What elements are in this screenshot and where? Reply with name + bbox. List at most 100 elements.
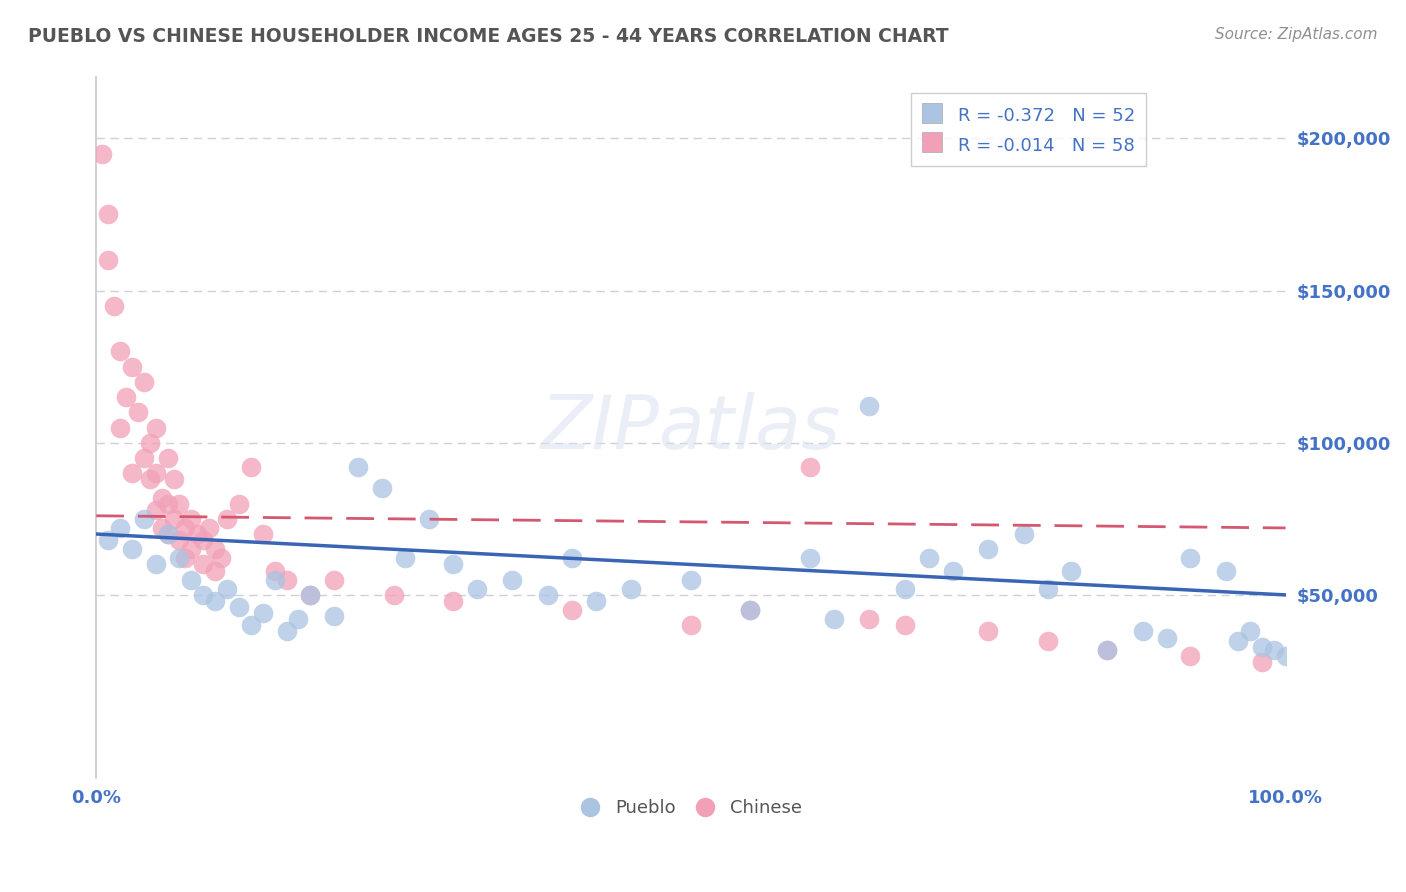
Point	[139, 472, 162, 486]
Point	[370, 482, 392, 496]
Point	[145, 466, 167, 480]
Point	[108, 344, 131, 359]
Text: Source: ZipAtlas.com: Source: ZipAtlas.com	[1215, 27, 1378, 42]
Point	[799, 551, 821, 566]
Point	[174, 551, 197, 566]
Point	[97, 207, 120, 221]
Point	[150, 491, 173, 505]
Point	[193, 533, 215, 548]
Point	[620, 582, 643, 596]
Point	[894, 582, 917, 596]
Point	[228, 497, 250, 511]
Point	[156, 450, 179, 465]
Point	[252, 527, 274, 541]
Point	[1263, 642, 1285, 657]
Point	[263, 573, 285, 587]
Point	[97, 533, 120, 548]
Point	[174, 521, 197, 535]
Point	[204, 594, 226, 608]
Point	[1036, 582, 1059, 596]
Point	[145, 502, 167, 516]
Point	[186, 527, 208, 541]
Point	[1239, 624, 1261, 639]
Point	[198, 521, 221, 535]
Point	[121, 542, 143, 557]
Point	[156, 527, 179, 541]
Point	[103, 299, 125, 313]
Point	[1060, 564, 1083, 578]
Legend: Pueblo, Chinese: Pueblo, Chinese	[572, 792, 810, 824]
Point	[127, 405, 149, 419]
Point	[740, 603, 762, 617]
Text: ZIPatlas: ZIPatlas	[541, 392, 841, 464]
Point	[740, 603, 762, 617]
Point	[1226, 633, 1249, 648]
Point	[441, 558, 464, 572]
Point	[418, 512, 440, 526]
Point	[180, 542, 202, 557]
Point	[239, 460, 262, 475]
Point	[799, 460, 821, 475]
Point	[1180, 648, 1202, 663]
Point	[323, 573, 346, 587]
Point	[97, 253, 120, 268]
Point	[156, 497, 179, 511]
Point	[501, 573, 523, 587]
Point	[299, 588, 322, 602]
Point	[561, 551, 583, 566]
Point	[823, 612, 845, 626]
Point	[139, 435, 162, 450]
Point	[150, 521, 173, 535]
Point	[894, 618, 917, 632]
Point	[537, 588, 560, 602]
Point	[1132, 624, 1154, 639]
Point	[441, 594, 464, 608]
Point	[132, 375, 155, 389]
Point	[585, 594, 607, 608]
Point	[180, 512, 202, 526]
Point	[323, 609, 346, 624]
Point	[1250, 655, 1272, 669]
Point	[1012, 527, 1035, 541]
Point	[239, 618, 262, 632]
Point	[193, 588, 215, 602]
Point	[91, 146, 114, 161]
Point	[115, 390, 138, 404]
Point	[169, 497, 191, 511]
Point	[132, 512, 155, 526]
Point	[858, 399, 880, 413]
Point	[228, 600, 250, 615]
Point	[263, 564, 285, 578]
Point	[252, 606, 274, 620]
Point	[180, 573, 202, 587]
Point	[1095, 642, 1118, 657]
Point	[169, 533, 191, 548]
Point	[209, 551, 232, 566]
Point	[108, 521, 131, 535]
Point	[858, 612, 880, 626]
Point	[169, 551, 191, 566]
Point	[204, 542, 226, 557]
Point	[287, 612, 309, 626]
Point	[145, 558, 167, 572]
Point	[276, 624, 298, 639]
Point	[465, 582, 488, 596]
Point	[215, 512, 238, 526]
Point	[204, 564, 226, 578]
Point	[561, 603, 583, 617]
Point	[215, 582, 238, 596]
Point	[394, 551, 416, 566]
Point	[162, 472, 184, 486]
Point	[679, 618, 702, 632]
Point	[679, 573, 702, 587]
Point	[121, 466, 143, 480]
Point	[1036, 633, 1059, 648]
Point	[977, 624, 1000, 639]
Text: PUEBLO VS CHINESE HOUSEHOLDER INCOME AGES 25 - 44 YEARS CORRELATION CHART: PUEBLO VS CHINESE HOUSEHOLDER INCOME AGE…	[28, 27, 949, 45]
Point	[1215, 564, 1237, 578]
Point	[1250, 640, 1272, 654]
Point	[276, 573, 298, 587]
Point	[299, 588, 322, 602]
Point	[347, 460, 370, 475]
Point	[977, 542, 1000, 557]
